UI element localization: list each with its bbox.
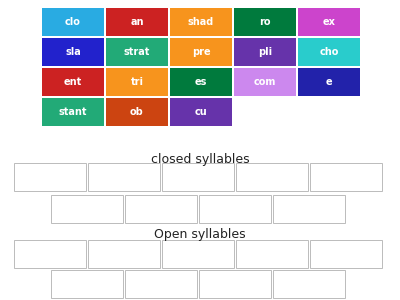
FancyBboxPatch shape bbox=[199, 195, 271, 223]
FancyBboxPatch shape bbox=[162, 240, 234, 268]
FancyBboxPatch shape bbox=[170, 68, 232, 96]
Text: cu: cu bbox=[195, 107, 207, 117]
Text: Open syllables: Open syllables bbox=[154, 228, 246, 241]
Text: shad: shad bbox=[188, 17, 214, 27]
FancyBboxPatch shape bbox=[51, 270, 123, 298]
Text: ent: ent bbox=[64, 77, 82, 87]
FancyBboxPatch shape bbox=[51, 195, 123, 223]
Text: sla: sla bbox=[65, 47, 81, 57]
Text: closed syllables: closed syllables bbox=[151, 153, 249, 166]
Text: com: com bbox=[254, 77, 276, 87]
FancyBboxPatch shape bbox=[14, 163, 86, 191]
Text: ex: ex bbox=[322, 17, 336, 27]
FancyBboxPatch shape bbox=[106, 98, 168, 126]
FancyBboxPatch shape bbox=[42, 98, 104, 126]
FancyBboxPatch shape bbox=[42, 8, 104, 36]
FancyBboxPatch shape bbox=[298, 8, 360, 36]
FancyBboxPatch shape bbox=[162, 163, 234, 191]
FancyBboxPatch shape bbox=[42, 68, 104, 96]
FancyBboxPatch shape bbox=[234, 68, 296, 96]
FancyBboxPatch shape bbox=[236, 240, 308, 268]
FancyBboxPatch shape bbox=[310, 163, 382, 191]
FancyBboxPatch shape bbox=[106, 68, 168, 96]
FancyBboxPatch shape bbox=[273, 270, 345, 298]
Text: tri: tri bbox=[130, 77, 144, 87]
FancyBboxPatch shape bbox=[273, 195, 345, 223]
Text: e: e bbox=[326, 77, 332, 87]
FancyBboxPatch shape bbox=[88, 240, 160, 268]
FancyBboxPatch shape bbox=[170, 38, 232, 66]
Text: pre: pre bbox=[192, 47, 210, 57]
FancyBboxPatch shape bbox=[234, 8, 296, 36]
FancyBboxPatch shape bbox=[310, 240, 382, 268]
FancyBboxPatch shape bbox=[170, 8, 232, 36]
Text: ro: ro bbox=[259, 17, 271, 27]
Text: strat: strat bbox=[124, 47, 150, 57]
Text: stant: stant bbox=[59, 107, 87, 117]
FancyBboxPatch shape bbox=[234, 38, 296, 66]
FancyBboxPatch shape bbox=[42, 38, 104, 66]
Text: pli: pli bbox=[258, 47, 272, 57]
Text: clo: clo bbox=[65, 17, 81, 27]
Text: cho: cho bbox=[319, 47, 339, 57]
FancyBboxPatch shape bbox=[106, 8, 168, 36]
FancyBboxPatch shape bbox=[125, 270, 197, 298]
FancyBboxPatch shape bbox=[106, 38, 168, 66]
Text: an: an bbox=[130, 17, 144, 27]
FancyBboxPatch shape bbox=[14, 240, 86, 268]
Text: es: es bbox=[195, 77, 207, 87]
FancyBboxPatch shape bbox=[298, 38, 360, 66]
FancyBboxPatch shape bbox=[199, 270, 271, 298]
FancyBboxPatch shape bbox=[170, 98, 232, 126]
Text: ob: ob bbox=[130, 107, 144, 117]
FancyBboxPatch shape bbox=[125, 195, 197, 223]
FancyBboxPatch shape bbox=[236, 163, 308, 191]
FancyBboxPatch shape bbox=[298, 68, 360, 96]
FancyBboxPatch shape bbox=[88, 163, 160, 191]
